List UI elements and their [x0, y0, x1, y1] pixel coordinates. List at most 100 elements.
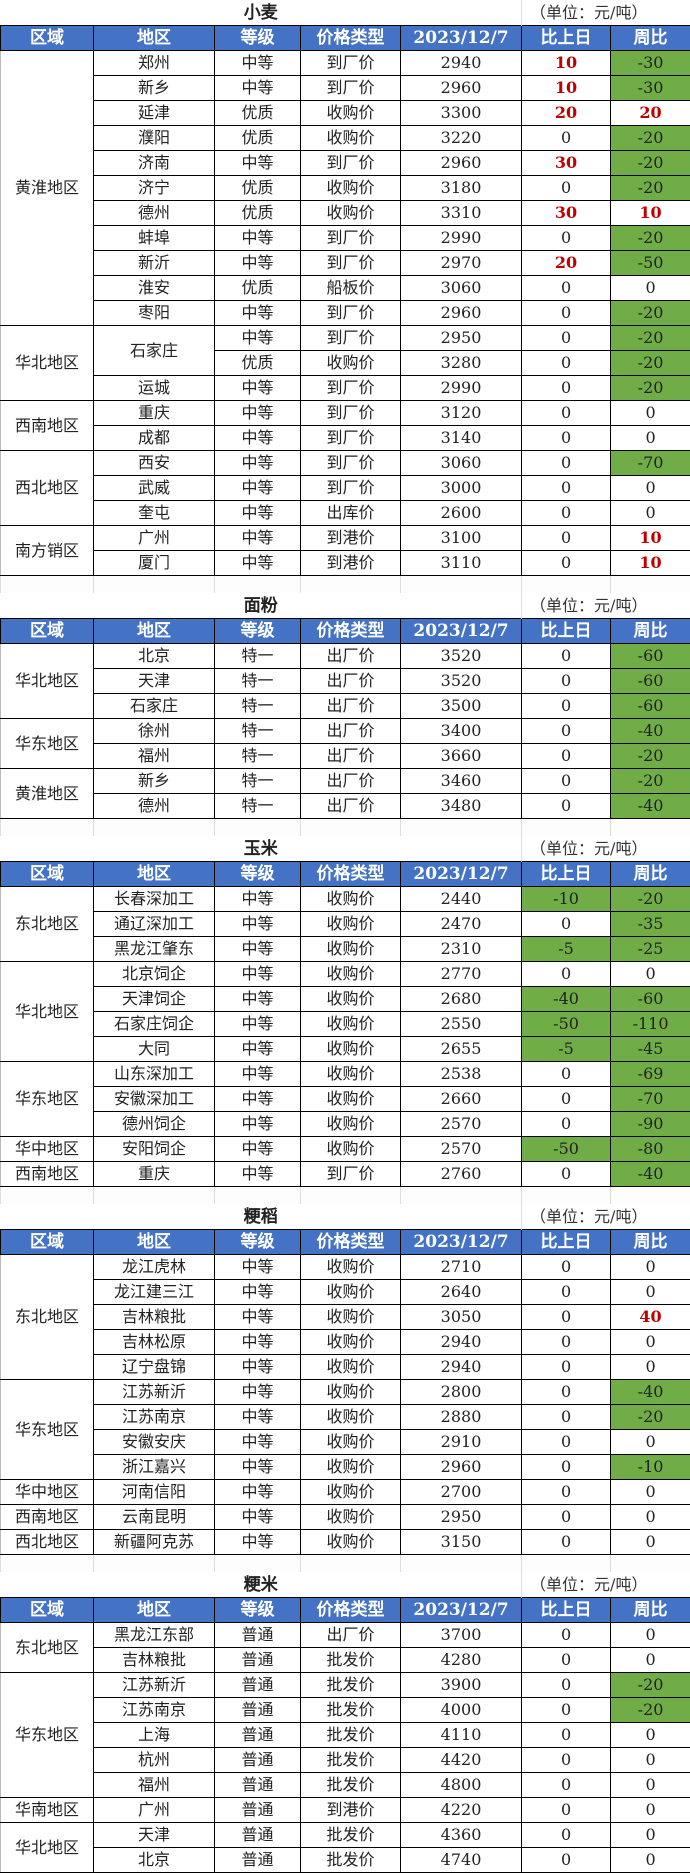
table-title: 面粉	[243, 595, 278, 616]
price-type: 收购价	[300, 961, 401, 987]
spacer-cell	[214, 575, 301, 593]
price-type: 到港价	[300, 1797, 401, 1823]
price: 3700	[399, 1622, 523, 1648]
daily-change: 0	[521, 1622, 612, 1648]
table-title-row: 粳稻 （单位：元/吨）	[1, 1204, 690, 1230]
daily-change: 0	[521, 1061, 612, 1087]
daily-change: 0	[521, 1329, 612, 1355]
price: 2960	[399, 300, 523, 326]
district: 福州	[93, 1772, 215, 1798]
table-title-row: 小麦 （单位：元/吨）	[1, 0, 690, 26]
column-header: 等级	[214, 1229, 301, 1255]
daily-change: 30	[521, 150, 612, 176]
unit-label: （单位：元/吨）	[521, 1204, 690, 1230]
column-header: 2023/12/7	[399, 1597, 523, 1623]
weekly-change: 0	[610, 1772, 690, 1798]
daily-change: -5	[521, 1036, 612, 1062]
daily-change: -5	[521, 936, 612, 962]
weekly-change: 10	[610, 200, 690, 226]
grade: 中等	[214, 250, 301, 276]
district: 奎屯	[93, 500, 215, 526]
grade: 中等	[214, 475, 301, 501]
weekly-change: -20	[610, 300, 690, 326]
column-header: 区域	[0, 25, 94, 51]
weekly-change: 0	[610, 475, 690, 501]
district: 新乡	[93, 75, 215, 101]
district: 上海	[93, 1722, 215, 1748]
grade: 中等	[214, 75, 301, 101]
price: 2760	[399, 1161, 523, 1187]
weekly-change: -60	[610, 668, 690, 694]
column-header: 比上日	[521, 618, 612, 644]
header-row: 区域 地区 等级 价格类型 2023/12/7 比上日 周比	[0, 1229, 690, 1255]
price: 3460	[399, 768, 523, 794]
column-header: 价格类型	[300, 1597, 401, 1623]
daily-change: 0	[521, 1722, 612, 1748]
price: 2960	[399, 150, 523, 176]
header-row: 区域 地区 等级 价格类型 2023/12/7 比上日 周比	[0, 1597, 690, 1623]
column-header: 区域	[0, 618, 94, 644]
weekly-change: -20	[610, 150, 690, 176]
spacer-cell	[0, 818, 94, 836]
price: 2940	[399, 1329, 523, 1355]
district: 河南信阳	[93, 1479, 215, 1505]
spacer-row	[0, 575, 690, 593]
grade: 中等	[214, 50, 301, 76]
district: 新沂	[93, 250, 215, 276]
district: 浙江嘉兴	[93, 1454, 215, 1480]
district: 濮阳	[93, 125, 215, 151]
daily-change: 0	[521, 1161, 612, 1187]
daily-change: 0	[521, 768, 612, 794]
price: 2440	[399, 886, 523, 912]
weekly-change: 0	[610, 1622, 690, 1648]
grade: 优质	[214, 100, 301, 126]
daily-change: 0	[521, 450, 612, 476]
spacer-cell	[399, 1186, 522, 1204]
daily-change: 0	[521, 1379, 612, 1405]
column-header: 比上日	[521, 1229, 612, 1255]
district: 吉林粮批	[93, 1647, 215, 1673]
weekly-change: -25	[610, 936, 690, 962]
column-header: 价格类型	[300, 618, 401, 644]
header-row: 区域 地区 等级 价格类型 2023/12/7 比上日 周比	[0, 861, 690, 887]
table-row: 华东地区 山东深加工 中等 收购价 2538 0 -69	[0, 1061, 690, 1137]
district: 德州饲企	[93, 1111, 215, 1137]
price-type: 出厂价	[300, 718, 401, 744]
table-row: 华东地区 徐州 特一 出厂价 3400 0 -40	[0, 718, 690, 769]
district: 济南	[93, 150, 215, 176]
price: 2940	[399, 50, 523, 76]
daily-change: 0	[521, 743, 612, 769]
weekly-change: -30	[610, 50, 690, 76]
table-title: 粳稻	[243, 1206, 278, 1227]
district: 成都	[93, 425, 215, 451]
district: 郑州	[93, 50, 215, 76]
price-type: 到厂价	[300, 225, 401, 251]
column-header: 等级	[214, 618, 301, 644]
weekly-change: -30	[610, 75, 690, 101]
price-type: 收购价	[300, 1454, 401, 1480]
price: 2600	[399, 500, 523, 526]
price-type: 收购价	[300, 1036, 401, 1062]
weekly-change: 0	[610, 500, 690, 526]
table-row: 江苏南京 普通 批发价 4000 0 -20	[1, 1697, 690, 1723]
daily-change: 0	[521, 425, 612, 451]
table-row: 东北地区 龙江虎林 中等 收购价 2710 0 0	[0, 1254, 690, 1380]
price-type: 收购价	[300, 350, 401, 376]
table-row: 枣阳 中等 到厂价 2960 0 -20	[1, 300, 690, 326]
price-type: 收购价	[300, 1136, 401, 1162]
grade: 普通	[214, 1772, 301, 1798]
table-row: 德州 优质 收购价 3310 30 10	[1, 200, 690, 226]
daily-change: 0	[521, 718, 612, 744]
spacer-cell	[0, 575, 94, 593]
table-row: 东北地区 长春深加工 中等 收购价 2440 -10 -20	[0, 886, 690, 962]
grade: 中等	[214, 450, 301, 476]
weekly-change: 0	[610, 1647, 690, 1673]
weekly-change: -20	[610, 375, 690, 401]
weekly-change: 0	[610, 1429, 690, 1455]
district: 新乡	[93, 768, 215, 794]
price: 4800	[399, 1772, 523, 1798]
price: 4000	[399, 1697, 523, 1723]
price-type: 到港价	[300, 525, 401, 551]
price: 2770	[399, 961, 523, 987]
table-row: 西南地区 重庆 中等 到厂价 3120 0 0	[0, 400, 690, 451]
